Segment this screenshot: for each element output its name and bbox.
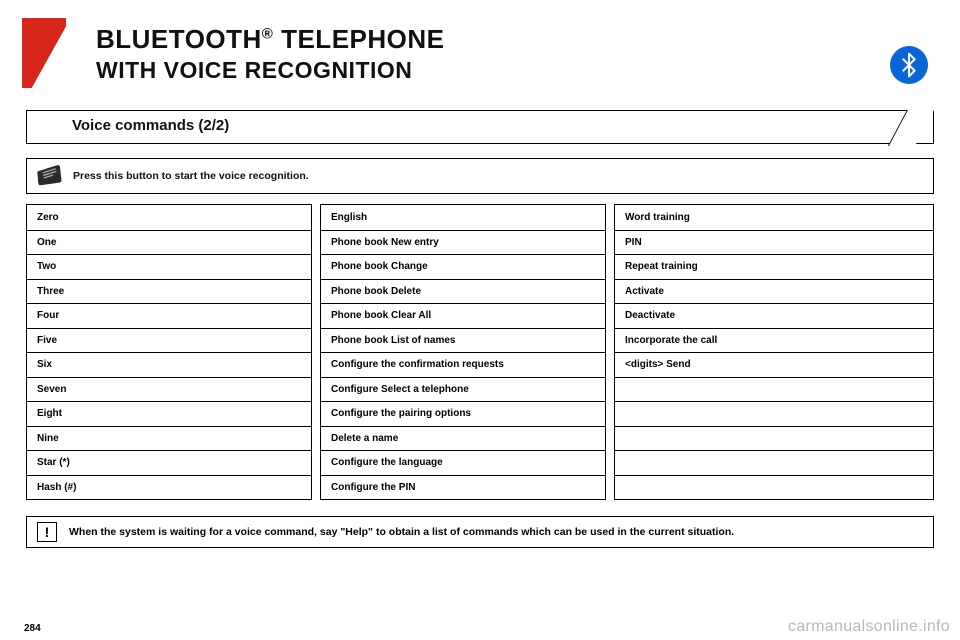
list-item: Configure the pairing options bbox=[321, 401, 605, 426]
note-text: When the system is waiting for a voice c… bbox=[69, 526, 734, 538]
alert-icon: ! bbox=[37, 522, 57, 542]
column-3: Word training PIN Repeat training Activa… bbox=[614, 204, 934, 500]
page-header: BLUETOOTH® TELEPHONE WITH VOICE RECOGNIT… bbox=[26, 18, 934, 84]
column-1: Zero One Two Three Four Five Six Seven E… bbox=[26, 204, 312, 500]
note-bar: ! When the system is waiting for a voice… bbox=[26, 516, 934, 548]
list-item: Seven bbox=[27, 377, 311, 402]
list-item: Repeat training bbox=[615, 254, 933, 279]
list-item: Eight bbox=[27, 401, 311, 426]
list-item bbox=[615, 426, 933, 451]
list-item: Zero bbox=[27, 205, 311, 230]
list-item: English bbox=[321, 205, 605, 230]
list-item: Six bbox=[27, 352, 311, 377]
list-item: Four bbox=[27, 303, 311, 328]
list-item: Hash (#) bbox=[27, 475, 311, 500]
list-item: One bbox=[27, 230, 311, 255]
list-item: Incorporate the call bbox=[615, 328, 933, 353]
title-part-a: BLUETOOTH bbox=[96, 24, 262, 54]
list-item: Three bbox=[27, 279, 311, 304]
list-item bbox=[615, 401, 933, 426]
header-title-line1: BLUETOOTH® TELEPHONE bbox=[96, 24, 934, 55]
list-item: Phone book List of names bbox=[321, 328, 605, 353]
column-2: English Phone book New entry Phone book … bbox=[320, 204, 606, 500]
alert-icon-char: ! bbox=[45, 524, 50, 540]
list-item: Phone book Change bbox=[321, 254, 605, 279]
list-item: Two bbox=[27, 254, 311, 279]
instruction-text: Press this button to start the voice rec… bbox=[73, 170, 309, 182]
list-item: Word training bbox=[615, 205, 933, 230]
list-item bbox=[615, 450, 933, 475]
instruction-bar: Press this button to start the voice rec… bbox=[26, 158, 934, 194]
button-icon bbox=[35, 163, 65, 190]
list-item: Configure the confirmation requests bbox=[321, 352, 605, 377]
list-item: Star (*) bbox=[27, 450, 311, 475]
list-item: Configure Select a telephone bbox=[321, 377, 605, 402]
header-title-line2: WITH VOICE RECOGNITION bbox=[96, 57, 934, 84]
command-columns: Zero One Two Three Four Five Six Seven E… bbox=[26, 204, 934, 500]
section-banner: Voice commands (2/2) bbox=[26, 110, 934, 144]
list-item: Deactivate bbox=[615, 303, 933, 328]
list-item: Phone book Clear All bbox=[321, 303, 605, 328]
list-item bbox=[615, 475, 933, 500]
list-item: Activate bbox=[615, 279, 933, 304]
list-item: Phone book New entry bbox=[321, 230, 605, 255]
list-item: PIN bbox=[615, 230, 933, 255]
list-item bbox=[615, 377, 933, 402]
list-item: Nine bbox=[27, 426, 311, 451]
section-banner-text: Voice commands (2/2) bbox=[72, 117, 229, 134]
bluetooth-icon bbox=[890, 46, 928, 84]
title-sup: ® bbox=[262, 25, 274, 42]
list-item: Delete a name bbox=[321, 426, 605, 451]
watermark: carmanualsonline.info bbox=[788, 618, 950, 636]
list-item: Configure the PIN bbox=[321, 475, 605, 500]
page-number: 284 bbox=[24, 623, 41, 634]
list-item: Configure the language bbox=[321, 450, 605, 475]
list-item: Five bbox=[27, 328, 311, 353]
list-item: Phone book Delete bbox=[321, 279, 605, 304]
title-part-b: TELEPHONE bbox=[273, 24, 444, 54]
list-item: <digits> Send bbox=[615, 352, 933, 377]
